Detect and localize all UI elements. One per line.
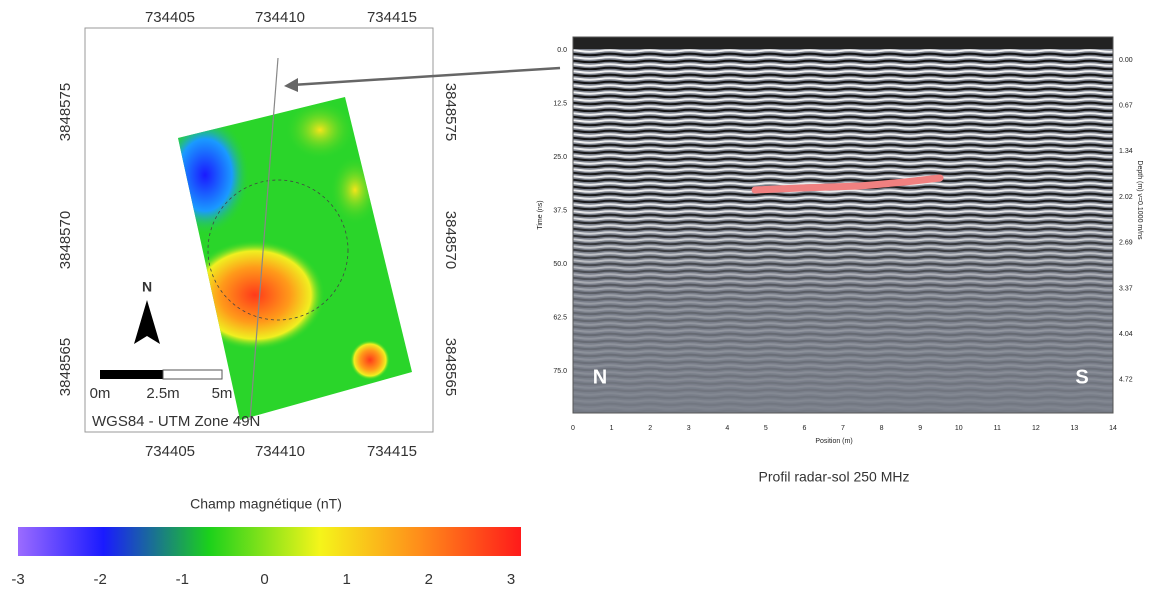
scale-label: 0m [90,385,111,402]
position-tick: 2 [648,425,652,432]
profile-line [249,57,279,421]
radar-profile [573,37,1113,413]
map-y-tick-right: 3848570 [442,211,459,269]
depth-tick: 2.69 [1119,240,1133,247]
time-tick: 50.0 [553,261,567,268]
colorbar [18,527,521,556]
map-x-tick-top: 734415 [367,9,417,26]
end-label: S [1075,366,1088,388]
depth-tick: 4.72 [1119,377,1133,384]
anomaly-highlight [751,174,944,194]
depth-tick: 2.02 [1119,194,1133,201]
position-tick: 0 [571,425,575,432]
time-tick: 75.0 [553,368,567,375]
depth-tick: 3.37 [1119,285,1133,292]
position-label: Position (m) [815,438,852,445]
map-x-tick-bottom: 734405 [145,443,195,460]
map-x-tick-top: 734410 [255,9,305,26]
map-y-tick-right: 3848575 [442,83,459,141]
time-tick: 12.5 [553,100,567,107]
scale-label: 2.5m [146,385,179,402]
depth-tick: 0.67 [1119,103,1133,110]
colorbar-tick: 2 [425,571,433,588]
projection: WGS84 - UTM Zone 49N [92,413,260,430]
colorbar-tick: -1 [176,571,189,588]
position-tick: 1 [610,425,614,432]
arrow-head [284,78,298,92]
map-y-tick-left: 3848570 [57,211,74,269]
time-tick: 37.5 [553,207,567,214]
time-tick: 62.5 [553,314,567,321]
depth-label: Depth (m) v=0.1000 m/ns [1136,160,1143,240]
scale-black [100,370,163,379]
depth-tick: 4.04 [1119,331,1133,338]
position-tick: 4 [725,425,729,432]
map-y-tick-left: 3848565 [57,338,74,396]
map-x-tick-bottom: 734410 [255,443,305,460]
start-label: N [593,366,607,388]
position-tick: 14 [1109,425,1117,432]
radar-frame [572,36,1114,414]
scale-label: 5m [212,385,233,402]
position-tick: 6 [802,425,806,432]
position-tick: 12 [1032,425,1040,432]
map-x-tick-bottom: 734415 [367,443,417,460]
radar-top [573,37,1113,49]
position-tick: 10 [955,425,963,432]
scale-white [162,369,223,380]
colorbar-tick: -3 [11,571,24,588]
colorbar-tick: 0 [260,571,268,588]
position-tick: 8 [880,425,884,432]
north-arrow [134,300,160,344]
colorbar-tick: 1 [342,571,350,588]
map-y-tick-left: 3848575 [57,83,74,141]
map-x-tick-top: 734405 [145,9,195,26]
position-tick: 7 [841,425,845,432]
time-label: Time (ns) [537,200,544,229]
position-tick: 5 [764,425,768,432]
position-tick: 3 [687,425,691,432]
depth-tick: 0.00 [1119,57,1133,64]
map-y-tick-right: 3848565 [442,338,459,396]
colorbar-tick: -2 [93,571,106,588]
colorbar-title: Champ magnétique (nT) [190,496,342,512]
radar-caption: Profil radar-sol 250 MHz [759,469,910,485]
colorbar-tick: 3 [507,571,515,588]
time-tick: 25.0 [553,154,567,161]
survey-circle [207,179,349,321]
time-tick: 0.0 [557,47,567,54]
position-tick: 9 [918,425,922,432]
position-tick: 11 [994,425,1001,432]
arrow [291,66,561,87]
north-label: N [142,279,152,295]
position-tick: 13 [1071,425,1079,432]
depth-tick: 1.34 [1119,148,1133,155]
